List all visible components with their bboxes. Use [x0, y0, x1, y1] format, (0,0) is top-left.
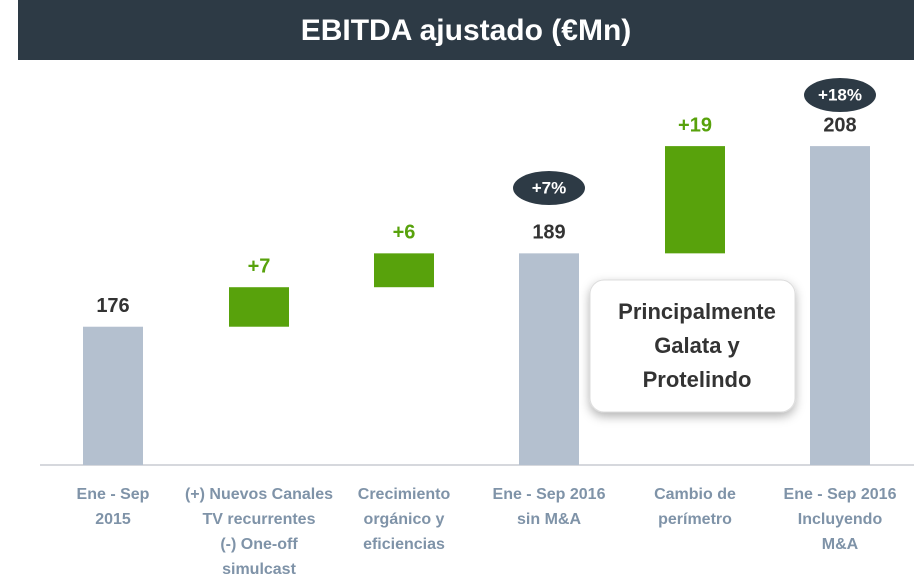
value-label: +7: [248, 255, 271, 277]
delta-bar: [229, 287, 289, 327]
delta-bar: [374, 253, 434, 288]
value-label: 189: [532, 222, 565, 244]
value-label: +19: [678, 114, 712, 136]
total-bar: [83, 326, 143, 465]
growth-badge: [804, 78, 876, 112]
growth-label: +7%: [532, 178, 567, 197]
growth-badge: [513, 171, 585, 205]
x-tick-label: Cambio de perímetro: [654, 486, 736, 528]
x-tick-label: Ene - Sep 2016 sin M&A: [493, 486, 606, 528]
x-tick-label: Crecimiento orgánico y eficiencias: [358, 486, 451, 553]
total-bar: [519, 253, 579, 465]
callout-text: Galata y: [654, 333, 740, 358]
x-tick-label: Ene - Sep 2016 Incluyendo M&A: [784, 486, 897, 553]
delta-bar: [665, 146, 725, 254]
growth-label: +18%: [818, 85, 862, 104]
value-label: 176: [96, 295, 129, 317]
value-label: +6: [393, 222, 416, 244]
callout-text: Principalmente: [618, 299, 776, 324]
total-bar: [810, 146, 870, 466]
chart-title: EBITDA ajustado (€Mn): [301, 14, 632, 47]
callout-text: Protelindo: [643, 367, 752, 392]
callout-box: [589, 279, 796, 413]
value-label: 208: [823, 114, 856, 136]
title-bar: [18, 0, 914, 60]
x-tick-label: (+) Nuevos Canales TV recurrentes (-) One-…: [185, 486, 333, 578]
x-tick-label: Ene - Sep 2015: [77, 486, 150, 528]
